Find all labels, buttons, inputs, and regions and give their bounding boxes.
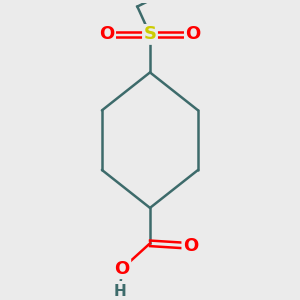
- Text: H: H: [113, 284, 126, 299]
- Text: O: O: [99, 26, 115, 44]
- Text: O: O: [115, 260, 130, 278]
- Text: O: O: [185, 26, 201, 44]
- Text: S: S: [143, 26, 157, 44]
- Text: O: O: [183, 237, 198, 255]
